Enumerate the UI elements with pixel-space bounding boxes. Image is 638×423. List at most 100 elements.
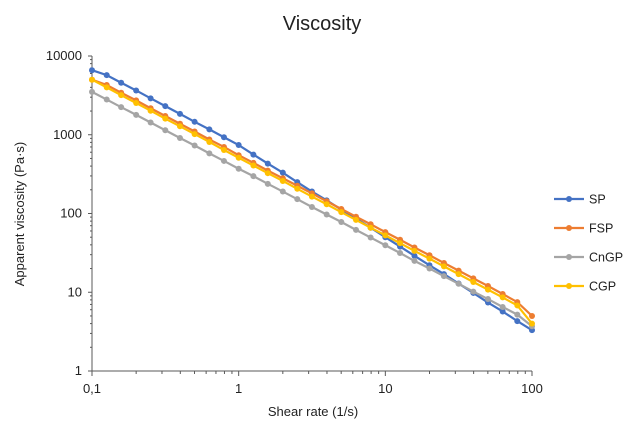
data-point-cngp bbox=[440, 273, 447, 280]
data-point-sp bbox=[250, 151, 257, 158]
legend-label-sp: SP bbox=[589, 193, 606, 207]
legend-label-cgp: CGP bbox=[589, 280, 616, 294]
y-tick-label: 1000 bbox=[53, 127, 82, 142]
data-point-sp bbox=[147, 95, 154, 102]
data-point-cngp bbox=[206, 150, 213, 157]
data-point-cngp bbox=[133, 111, 140, 118]
data-point-cngp bbox=[308, 203, 315, 210]
legend-item-cgp: CGP bbox=[554, 280, 616, 294]
x-tick-label: 1 bbox=[235, 381, 242, 396]
data-point-sp bbox=[103, 72, 110, 79]
data-point-cngp bbox=[89, 88, 95, 95]
data-point-cgp bbox=[426, 255, 433, 262]
data-point-cngp bbox=[191, 142, 198, 149]
data-point-cgp bbox=[103, 84, 110, 91]
data-point-sp bbox=[89, 67, 95, 74]
data-point-cgp bbox=[250, 162, 257, 169]
data-point-cngp bbox=[353, 226, 359, 233]
data-point-cngp bbox=[455, 280, 462, 287]
data-point-cgp bbox=[484, 286, 491, 293]
data-point-cgp bbox=[294, 185, 301, 192]
x-tick-label: 100 bbox=[521, 381, 543, 396]
data-point-cgp bbox=[323, 201, 330, 208]
data-point-cngp bbox=[220, 157, 227, 164]
data-point-cgp bbox=[308, 193, 315, 200]
legend-item-sp: SP bbox=[554, 193, 606, 207]
data-point-cgp bbox=[367, 224, 374, 231]
legend-label-fsp: FSP bbox=[589, 222, 613, 236]
data-point-cngp bbox=[338, 219, 345, 225]
legend: SP FSP CnGP CGP bbox=[554, 193, 623, 294]
data-point-cgp bbox=[191, 131, 198, 138]
data-point-cgp bbox=[455, 271, 462, 278]
data-point-sp bbox=[235, 142, 242, 149]
data-point-cgp bbox=[529, 320, 535, 327]
data-point-cngp bbox=[514, 311, 521, 318]
data-point-cngp bbox=[470, 288, 477, 295]
series-sp bbox=[89, 67, 535, 334]
data-point-cgp bbox=[382, 232, 389, 239]
data-point-sp bbox=[133, 87, 140, 94]
legend-swatch-marker bbox=[566, 196, 572, 202]
data-point-cgp bbox=[397, 240, 404, 247]
x-tick-label: 10 bbox=[378, 381, 392, 396]
series-cgp bbox=[89, 76, 535, 327]
data-point-cgp bbox=[176, 123, 183, 130]
legend-label-cngp: CnGP bbox=[589, 251, 623, 265]
data-point-cgp bbox=[499, 294, 506, 301]
data-point-sp bbox=[264, 160, 271, 167]
data-point-cngp bbox=[382, 242, 389, 249]
data-point-sp bbox=[206, 126, 213, 133]
data-point-cgp bbox=[118, 92, 125, 99]
data-point-cngp bbox=[484, 296, 491, 303]
data-point-cngp bbox=[426, 265, 433, 272]
data-point-cgp bbox=[411, 247, 418, 254]
data-point-sp bbox=[514, 318, 521, 325]
data-point-cgp bbox=[353, 216, 359, 223]
data-point-cngp bbox=[367, 234, 374, 241]
data-point-sp bbox=[279, 169, 286, 176]
data-point-cngp bbox=[176, 134, 183, 141]
chart-title: Viscosity bbox=[283, 13, 362, 35]
legend-item-cngp: CnGP bbox=[554, 251, 623, 265]
y-tick-label: 100 bbox=[60, 206, 82, 221]
series-cngp bbox=[89, 88, 535, 330]
data-point-cgp bbox=[514, 302, 521, 309]
data-point-cgp bbox=[220, 147, 227, 154]
data-point-cngp bbox=[118, 104, 125, 111]
data-point-sp bbox=[191, 118, 198, 125]
data-point-cgp bbox=[440, 263, 447, 270]
data-point-cgp bbox=[279, 177, 286, 184]
legend-swatch-marker bbox=[566, 225, 572, 231]
y-tick-label: 1 bbox=[75, 363, 82, 378]
data-point-cgp bbox=[89, 76, 95, 83]
x-axis-label: Shear rate (1/s) bbox=[268, 404, 358, 419]
data-point-cngp bbox=[279, 188, 286, 195]
data-point-sp bbox=[411, 252, 418, 259]
data-point-cgp bbox=[338, 209, 345, 216]
data-point-cngp bbox=[323, 211, 330, 218]
data-point-cgp bbox=[206, 138, 213, 145]
data-point-cgp bbox=[264, 170, 271, 177]
data-point-sp bbox=[499, 308, 506, 315]
data-point-sp bbox=[176, 110, 183, 117]
legend-swatch-marker bbox=[566, 254, 572, 260]
data-point-cngp bbox=[103, 96, 110, 103]
data-point-sp bbox=[220, 134, 227, 141]
data-point-cgp bbox=[470, 278, 477, 285]
y-axis-label: Apparent viscosity (Pa·s) bbox=[12, 142, 27, 287]
data-point-cngp bbox=[499, 303, 506, 310]
legend-item-fsp: FSP bbox=[554, 222, 613, 236]
data-point-cngp bbox=[264, 180, 271, 187]
data-point-cgp bbox=[162, 115, 169, 122]
data-point-cgp bbox=[235, 154, 242, 161]
data-point-cgp bbox=[147, 107, 154, 114]
x-tick-label: 0,1 bbox=[83, 381, 101, 396]
data-point-cgp bbox=[133, 100, 140, 106]
y-tick-label: 10000 bbox=[46, 48, 82, 63]
data-point-cngp bbox=[235, 165, 242, 172]
data-point-cngp bbox=[294, 196, 301, 203]
y-tick-label: 10 bbox=[68, 284, 82, 299]
data-point-sp bbox=[118, 79, 125, 86]
